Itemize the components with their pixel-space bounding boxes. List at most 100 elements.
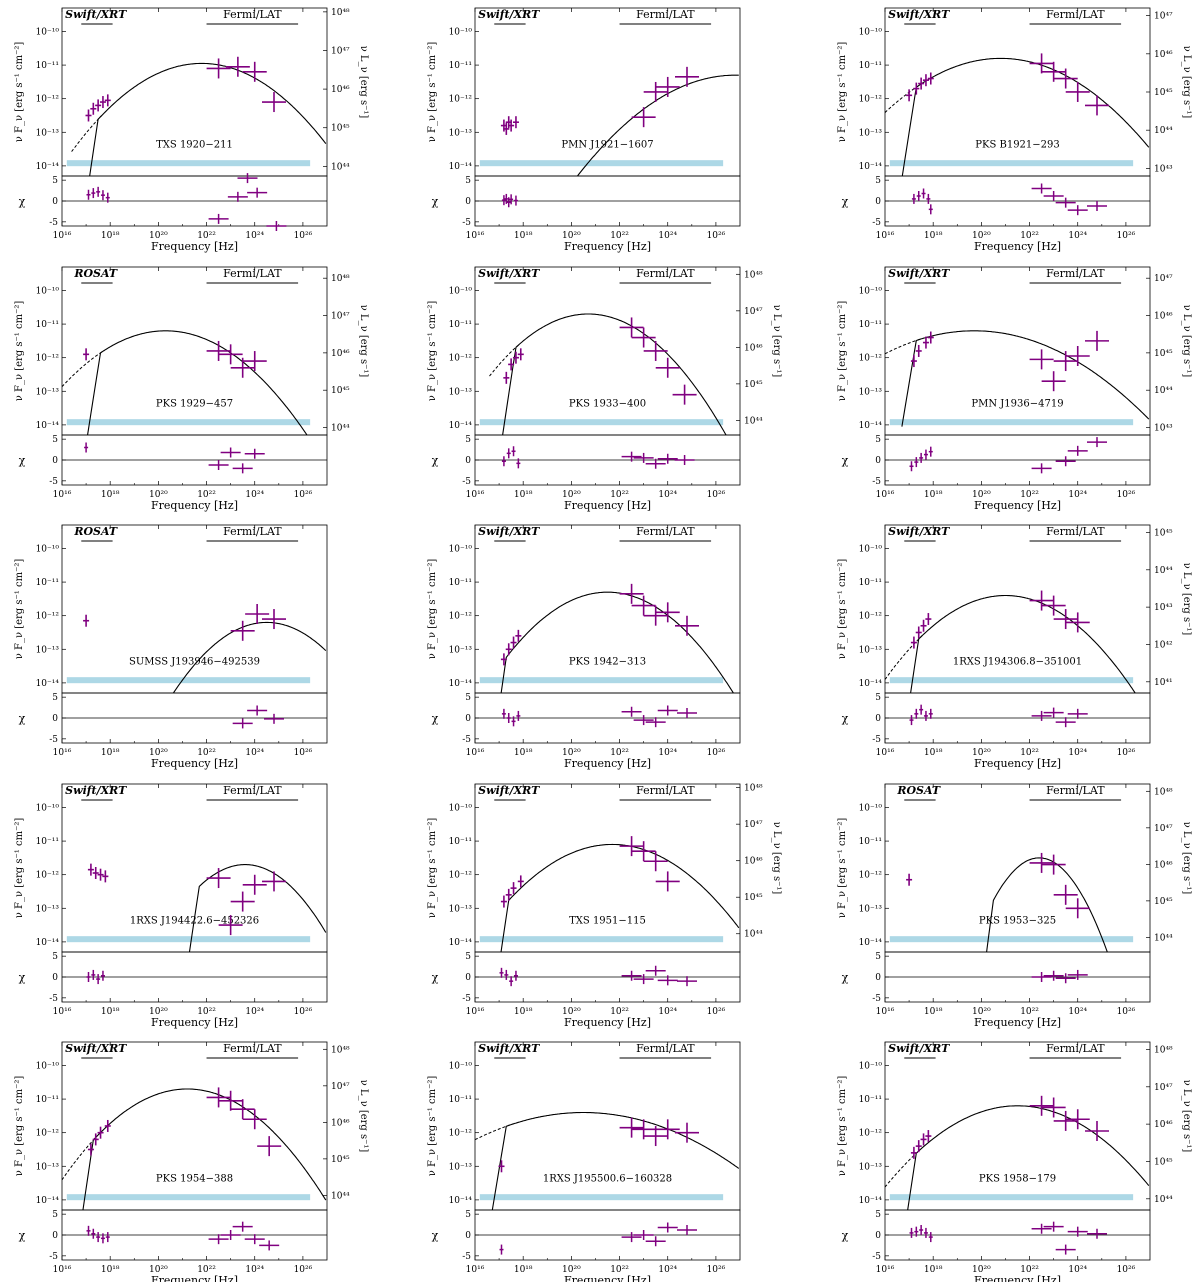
- sed-panel-14: Swift/XRT Fermi/LAT 1RXS J195500.6−160328 1…: [427, 1041, 741, 1282]
- residual-tick-label: 0: [52, 973, 58, 983]
- y-tick-label: 10⁻¹¹: [449, 837, 472, 847]
- sensitivity-band: [889, 936, 1134, 943]
- y-tick-label: 10⁻¹⁰: [36, 286, 60, 296]
- x-tick-label: 10²⁴: [245, 231, 264, 241]
- x-tick-label: 10²⁴: [245, 748, 264, 758]
- right-tick-label: 10⁴⁵: [1154, 1157, 1173, 1167]
- residual-tick-label: -5: [872, 735, 881, 745]
- y-axis-label: ν F_ν [erg s⁻¹ cm⁻²]: [837, 818, 848, 919]
- y-tick-label: 10⁻¹¹: [859, 61, 882, 71]
- x-tick-label: 10²⁰: [149, 748, 168, 758]
- y-tick-label: 10⁻¹³: [36, 128, 60, 138]
- x-tick-label: 10²⁴: [1068, 1007, 1087, 1017]
- y-tick-label: 10⁻¹¹: [859, 320, 882, 330]
- y-tick-label: 10⁻¹⁴: [36, 679, 60, 689]
- y-tick-label: 10⁻¹¹: [859, 837, 882, 847]
- residual-tick-label: 5: [52, 693, 58, 703]
- y-tick-label: 10⁻¹³: [36, 904, 60, 914]
- xray-instrument-label: ROSAT: [896, 784, 941, 797]
- right-tick-label: 10⁴⁷: [1154, 1083, 1173, 1093]
- sensitivity-band: [889, 677, 1134, 684]
- residual-tick-label: 0: [875, 714, 881, 724]
- main-axes-frame: [474, 7, 741, 177]
- y-axis-label: ν F_ν [erg s⁻¹ cm⁻²]: [427, 301, 438, 402]
- y-tick-label: 10⁻¹⁰: [859, 286, 883, 296]
- x-tick-label: 10²⁶: [707, 490, 726, 500]
- x-tick-label: 10¹⁸: [101, 490, 120, 500]
- residual-axis-label: χ: [19, 712, 26, 725]
- model-curve: [907, 1105, 1150, 1210]
- model-curve-unabsorbed: [489, 343, 520, 377]
- residual-tick-label: 5: [465, 435, 471, 445]
- residual-tick-label: -5: [462, 477, 471, 487]
- y-axis-label: ν F_ν [erg s⁻¹ cm⁻²]: [14, 818, 25, 919]
- y-tick-label: 10⁻¹²: [36, 612, 60, 622]
- y-tick-label: 10⁻¹²: [859, 612, 883, 622]
- residual-tick-label: -5: [462, 218, 471, 228]
- right-tick-label: 10⁴⁷: [1154, 274, 1173, 284]
- right-axis-label: ν L_ν [erg s⁻¹]: [771, 822, 782, 895]
- y-axis-label: ν F_ν [erg s⁻¹ cm⁻²]: [14, 1076, 25, 1177]
- residual-axis-label: χ: [432, 971, 439, 984]
- residual-axis-label: χ: [19, 971, 26, 984]
- fermi-instrument-label: Fermi/LAT: [636, 267, 695, 280]
- x-tick-label: 10¹⁶: [53, 231, 72, 241]
- x-axis-label: Frequency [Hz]: [974, 240, 1061, 253]
- model-curve: [576, 74, 739, 176]
- y-tick-label: 10⁻¹³: [36, 387, 60, 397]
- model-curve-unabsorbed: [885, 635, 923, 680]
- xray-instrument-label: Swift/XRT: [478, 1042, 540, 1055]
- y-tick-label: 10⁻¹⁴: [859, 162, 883, 172]
- residual-tick-label: 5: [52, 1210, 58, 1220]
- x-tick-label: 10¹⁶: [876, 490, 895, 500]
- y-tick-label: 10⁻¹⁰: [859, 544, 883, 554]
- y-tick-label: 10⁻¹²: [449, 354, 473, 364]
- right-axis-label: ν L_ν [erg s⁻¹]: [1181, 305, 1192, 378]
- main-axes-frame: [61, 524, 328, 694]
- x-tick-label: 10²²: [197, 1265, 216, 1275]
- residual-tick-label: -5: [49, 1252, 58, 1262]
- y-tick-label: 10⁻¹¹: [859, 1095, 882, 1105]
- model-curve-unabsorbed: [62, 1135, 98, 1181]
- y-tick-label: 10⁻¹¹: [36, 578, 59, 588]
- x-tick-label: 10²⁰: [562, 231, 581, 241]
- x-tick-label: 10²²: [1020, 490, 1039, 500]
- xray-instrument-label: Swift/XRT: [888, 8, 950, 21]
- right-axis-label: ν L_ν [erg s⁻¹]: [358, 305, 369, 378]
- right-tick-label: 10⁴⁸: [1154, 787, 1173, 797]
- xray-instrument-label: Swift/XRT: [478, 525, 540, 538]
- y-tick-label: 10⁻¹⁴: [36, 938, 60, 948]
- source-title: PMN J1936−4719: [971, 398, 1063, 409]
- x-axis-label: Frequency [Hz]: [974, 1016, 1061, 1029]
- x-tick-label: 10²²: [610, 231, 629, 241]
- source-title: PKS B1921−293: [975, 139, 1060, 150]
- model-curve-unabsorbed: [885, 1149, 921, 1188]
- right-tick-label: 10⁴⁵: [1154, 349, 1173, 359]
- y-tick-label: 10⁻¹²: [449, 1129, 473, 1139]
- x-tick-label: 10²⁰: [562, 1265, 581, 1275]
- y-tick-label: 10⁻¹²: [449, 612, 473, 622]
- x-tick-label: 10¹⁶: [876, 748, 895, 758]
- right-axis-label: ν L_ν [erg s⁻¹]: [1181, 563, 1192, 636]
- main-axes-frame: [61, 1041, 328, 1211]
- y-tick-label: 10⁻¹⁴: [449, 162, 473, 172]
- x-tick-label: 10¹⁶: [876, 1007, 895, 1017]
- right-tick-label: 10⁴⁶: [331, 85, 350, 95]
- x-tick-label: 10¹⁶: [466, 1265, 485, 1275]
- model-curve: [910, 594, 1136, 693]
- right-tick-label: 10⁴⁸: [1154, 1045, 1173, 1055]
- residual-tick-label: -5: [49, 735, 58, 745]
- right-tick-label: 10⁴⁵: [331, 124, 350, 134]
- right-tick-label: 10⁴⁴: [744, 930, 763, 940]
- y-tick-label: 10⁻¹³: [859, 128, 883, 138]
- x-tick-label: 10²⁰: [149, 490, 168, 500]
- x-tick-label: 10²⁶: [707, 748, 726, 758]
- main-axes-frame: [61, 7, 328, 177]
- residual-tick-label: -5: [872, 477, 881, 487]
- right-tick-label: 10⁴⁴: [331, 162, 350, 172]
- y-tick-label: 10⁻¹⁴: [859, 421, 883, 431]
- residual-tick-label: 5: [52, 952, 58, 962]
- x-tick-label: 10²²: [197, 1007, 216, 1017]
- right-tick-label: 10⁴⁸: [331, 1045, 350, 1055]
- right-tick-label: 10⁴⁷: [744, 307, 763, 317]
